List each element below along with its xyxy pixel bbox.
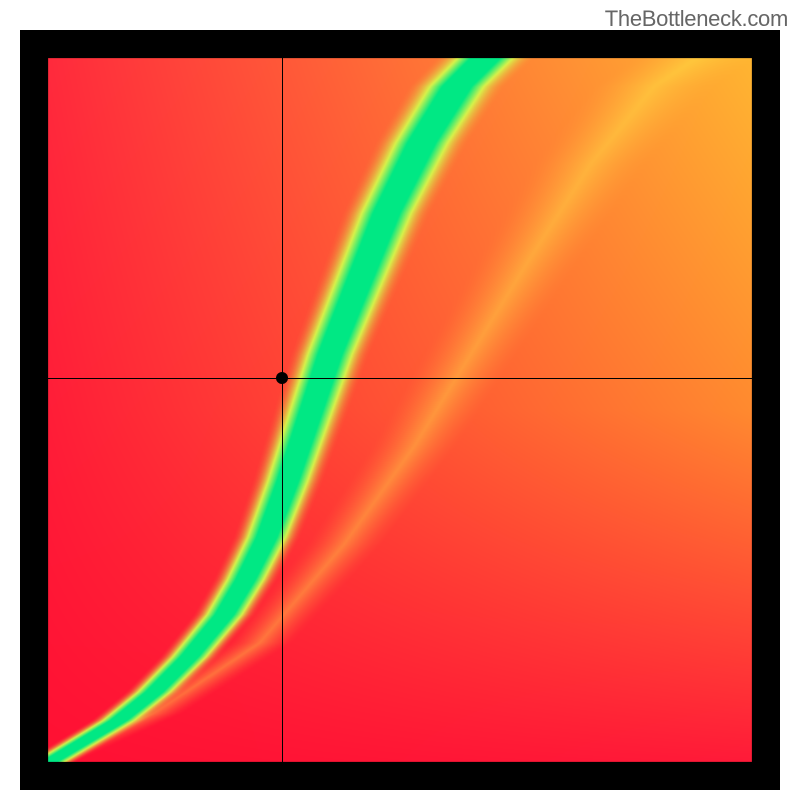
crosshair-marker <box>276 372 288 384</box>
heatmap-canvas <box>20 30 780 790</box>
chart-container: TheBottleneck.com <box>0 0 800 800</box>
watermark-label: TheBottleneck.com <box>605 6 788 32</box>
crosshair-horizontal <box>48 378 752 379</box>
crosshair-vertical <box>282 58 283 762</box>
plot-frame <box>20 30 780 790</box>
